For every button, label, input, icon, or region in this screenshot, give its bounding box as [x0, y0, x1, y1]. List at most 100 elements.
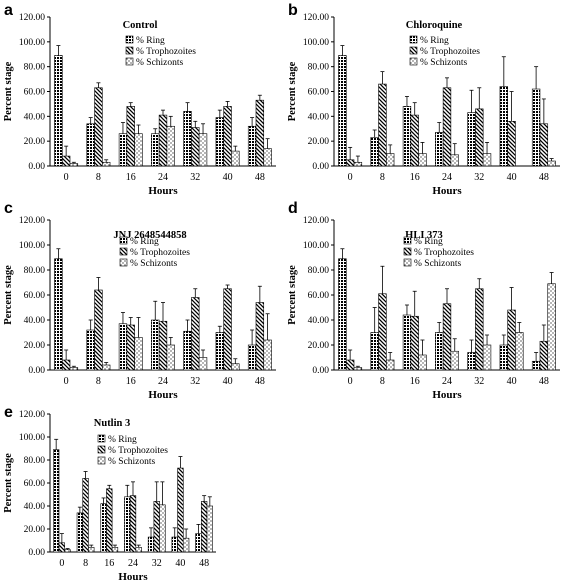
- chart-e: e 0.00 20.00 40.00 60.00 80.00 100.00 120.00 Per…: [3, 404, 216, 582]
- panel-d: d 0.00 20.00 40.00 60.00 80.00 100.00 120.00 Per…: [284, 196, 568, 401]
- x-tick-label: 16: [126, 172, 136, 183]
- bar-trophozoites-0h: [58, 542, 66, 553]
- legend-label: % Ring: [136, 36, 165, 46]
- bar-ring-48h: [195, 533, 202, 553]
- legend-label: % Ring: [130, 237, 159, 247]
- bar-schizonts-16h: [134, 337, 143, 371]
- bar-schizonts-24h: [166, 344, 175, 371]
- bar-ring-16h: [100, 503, 107, 553]
- legend-label: % Trophozoites: [136, 47, 196, 57]
- chart-a: a 0.00 20.00 40.00 60.00 80.00 100.00 120.00 Per…: [3, 2, 276, 197]
- x-axis-label: Hours: [118, 571, 148, 582]
- bar-ring-16h: [118, 133, 128, 167]
- x-axis-label: Hours: [148, 389, 178, 401]
- bar-ring-24h: [151, 319, 160, 371]
- bar-trophozoites-48h: [255, 99, 265, 167]
- x-axis-label: Hours: [148, 185, 178, 197]
- x-tick-label: 40: [223, 376, 233, 387]
- chart-c: c 0.00 20.00 40.00 60.00 80.00 100.00 120.00 Per…: [3, 200, 276, 401]
- chart-title: HLI 373: [405, 230, 443, 241]
- bar-ring-40h: [215, 332, 224, 371]
- y-tick-label: 80.00: [24, 456, 46, 466]
- bar-trophozoites-0h: [345, 159, 355, 167]
- x-tick-label: 8: [96, 376, 101, 387]
- x-tick-label: 0: [64, 376, 69, 387]
- legend-swatch-trophozoites: [119, 247, 128, 256]
- y-tick-label: 100.00: [19, 433, 45, 443]
- bar-ring-16h: [402, 314, 412, 371]
- bar-schizonts-8h: [88, 547, 95, 553]
- x-tick-label: 32: [474, 376, 484, 387]
- x-tick-label: 24: [128, 558, 138, 569]
- bar-trophozoites-16h: [126, 324, 135, 371]
- bar-trophozoites-40h: [507, 309, 516, 371]
- bar-ring-8h: [86, 329, 95, 371]
- legend-swatch-schizonts: [97, 456, 106, 465]
- y-tick-label: 40.00: [24, 112, 46, 122]
- bar-ring-32h: [467, 352, 476, 371]
- legend-swatch-ring: [97, 434, 106, 443]
- bar-ring-40h: [499, 344, 508, 371]
- panel-letter: c: [4, 200, 13, 217]
- y-tick-label: 40.00: [24, 316, 46, 326]
- bar-ring-40h: [499, 86, 508, 167]
- y-tick-label: 80.00: [24, 266, 46, 276]
- bar-trophozoites-0h: [345, 359, 355, 371]
- bar-ring-0h: [54, 55, 63, 167]
- y-tick-label: 100.00: [303, 241, 329, 251]
- bar-ring-48h: [247, 344, 257, 371]
- y-axis-label: Percent stage: [3, 453, 14, 513]
- bar-schizonts-24h: [450, 154, 459, 167]
- x-axis-label: Hours: [432, 185, 462, 197]
- legend-swatch-schizonts: [409, 57, 418, 66]
- x-tick-label: 16: [126, 376, 136, 387]
- x-tick-label: 48: [539, 172, 549, 183]
- y-tick-label: 0.00: [312, 366, 329, 376]
- panel-letter: d: [288, 200, 298, 217]
- x-tick-label: 24: [442, 376, 452, 387]
- legend-label: % Ring: [420, 36, 449, 46]
- y-tick-label: 120.00: [303, 13, 329, 23]
- bar-ring-8h: [370, 137, 379, 167]
- bar-trophozoites-24h: [158, 320, 168, 371]
- bar-ring-24h: [435, 332, 444, 371]
- x-tick-label: 48: [255, 172, 265, 183]
- x-tick-label: 0: [348, 172, 353, 183]
- legend-label: % Trophozoites: [108, 446, 168, 456]
- bar-schizonts-40h: [231, 150, 240, 167]
- bar-schizonts-32h: [198, 133, 208, 167]
- y-tick-label: 20.00: [24, 137, 46, 147]
- y-axis-label: Percent stage: [287, 61, 298, 121]
- x-tick-label: 16: [410, 376, 420, 387]
- bar-ring-8h: [86, 123, 95, 167]
- bar-trophozoites-32h: [191, 297, 200, 371]
- x-tick-label: 32: [190, 376, 200, 387]
- bar-schizonts-48h: [263, 148, 272, 167]
- y-tick-label: 20.00: [308, 341, 330, 351]
- x-tick-label: 16: [104, 558, 114, 569]
- bar-trophozoites-24h: [442, 303, 452, 371]
- bar-schizonts-8h: [386, 153, 395, 167]
- y-tick-label: 120.00: [19, 13, 45, 23]
- bar-trophozoites-16h: [126, 106, 135, 167]
- legend-swatch-trophozoites: [97, 445, 106, 454]
- chart-d: d 0.00 20.00 40.00 60.00 80.00 100.00 120.00 Per…: [287, 200, 560, 401]
- bar-trophozoites-48h: [539, 340, 549, 371]
- bar-trophozoites-0h: [61, 359, 71, 371]
- bar-ring-48h: [531, 360, 541, 371]
- panel-b: b 0.00 20.00 40.00 60.00 80.00 100.00 120.00 Per…: [284, 0, 568, 200]
- bar-trophozoites-24h: [442, 87, 452, 167]
- bar-schizonts-0h: [353, 367, 363, 371]
- bar-schizonts-16h: [134, 133, 143, 167]
- bar-schizonts-24h: [450, 350, 459, 371]
- panel-letter: e: [4, 404, 13, 421]
- y-tick-label: 60.00: [24, 88, 46, 98]
- bar-schizonts-0h: [64, 549, 71, 553]
- bar-trophozoites-8h: [82, 478, 89, 553]
- x-tick-label: 8: [83, 558, 88, 569]
- bar-ring-32h: [467, 112, 476, 167]
- y-tick-label: 120.00: [303, 216, 329, 226]
- legend-label: % Schizonts: [130, 259, 178, 269]
- bar-trophozoites-32h: [191, 127, 200, 167]
- x-tick-label: 8: [96, 172, 101, 183]
